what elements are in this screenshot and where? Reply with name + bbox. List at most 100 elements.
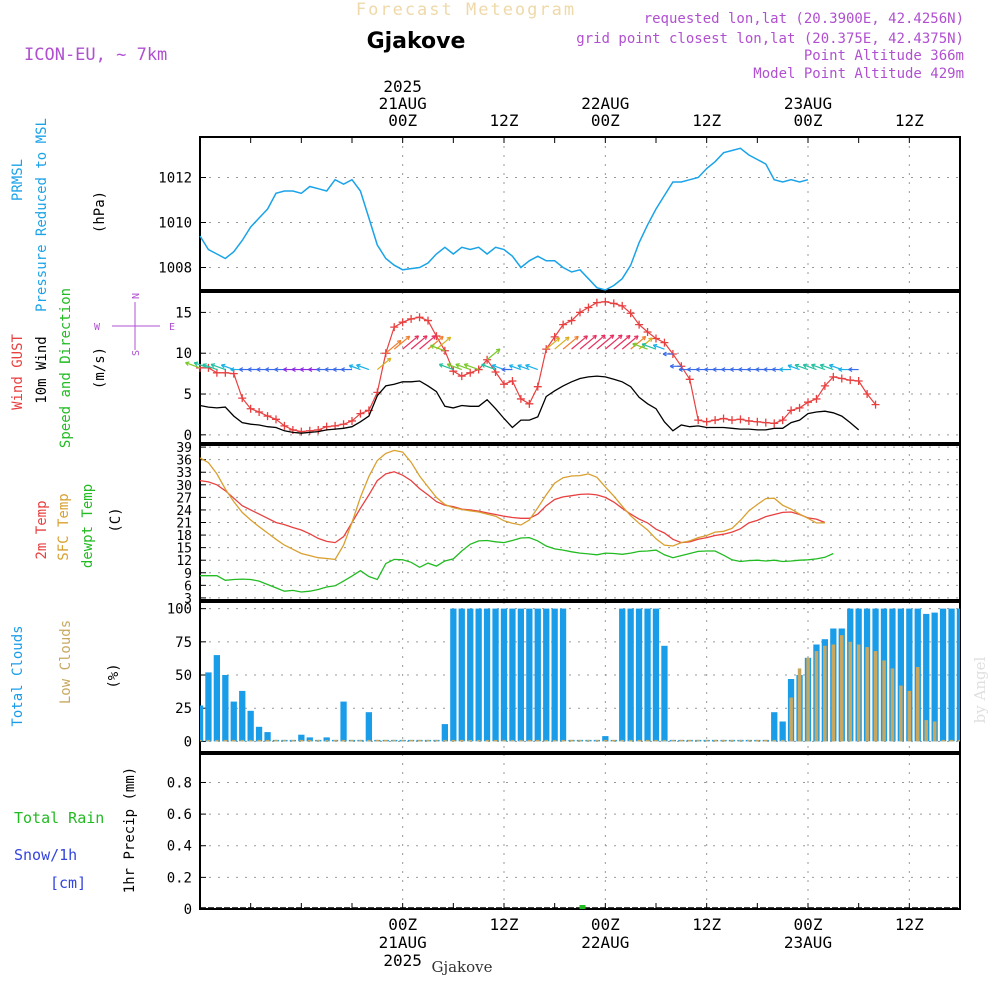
wind-gust-label: Wind GUST	[10, 334, 26, 410]
gust-marker	[703, 418, 711, 426]
precip-frame	[200, 754, 960, 909]
low-cloud-bar	[426, 740, 430, 742]
gust-marker	[762, 419, 770, 427]
total-cloud-bar	[957, 609, 960, 742]
temp-labels: 2m Temp SFC Temp dewpt Temp (C)	[34, 484, 124, 568]
low-cloud-bar	[393, 740, 397, 742]
gust-marker	[500, 380, 508, 388]
low-cloud-bar	[756, 740, 760, 742]
wind-dir-label: Speed and Direction	[58, 288, 74, 448]
footer-location: Gjakove	[431, 958, 492, 976]
low-cloud-bar	[849, 642, 853, 742]
model-label: ICON-EU, ~ 7km	[24, 45, 167, 65]
total-cloud-bar	[518, 609, 524, 742]
bottom-time-label: 00Z	[591, 915, 620, 934]
wind-labels: Wind GUST 10m Wind Speed and Direction (…	[10, 288, 108, 448]
low-cloud-bar	[561, 740, 565, 742]
pressure-ytick-label: 1012	[158, 171, 192, 187]
gust-marker	[796, 404, 804, 412]
low-cloud-bar	[840, 635, 844, 741]
low-cloud-bar	[257, 740, 261, 742]
precip-ytick-label: 0.6	[167, 807, 192, 823]
gust-marker	[770, 419, 778, 427]
gust-marker	[694, 416, 702, 424]
low-cloud-bar	[477, 740, 481, 742]
low-cloud-bar	[435, 740, 439, 742]
low-cloud-bar	[908, 691, 912, 741]
cloud-labels: Total Clouds Low Clouds (%)	[10, 620, 122, 727]
clouds-frame	[200, 602, 960, 752]
low-cloud-bar	[502, 740, 506, 742]
total-cloud-bar	[450, 609, 456, 742]
total-cloud-bar	[560, 609, 566, 742]
low-cloud-bar	[359, 740, 363, 742]
low-clouds-label: Low Clouds	[58, 620, 74, 704]
low-cloud-bar	[604, 740, 608, 742]
low-cloud-bar	[747, 740, 751, 742]
total-cloud-bar	[526, 609, 532, 742]
low-cloud-bar	[460, 740, 464, 742]
snow-label: Snow/1h	[14, 846, 77, 864]
low-cloud-bar	[798, 668, 802, 741]
low-cloud-bar	[300, 740, 304, 742]
low-cloud-bar	[494, 740, 498, 742]
gust-marker	[213, 369, 221, 377]
gust-marker	[855, 377, 863, 385]
wind-arrow	[394, 336, 409, 349]
clouds-ytick-label: 50	[175, 668, 192, 684]
total-cloud-bar	[222, 675, 228, 741]
low-cloud-bar	[249, 740, 253, 742]
low-cloud-bar	[705, 740, 709, 742]
low-cloud-bar	[266, 740, 270, 742]
pressure-label-1: PRMSL	[10, 159, 26, 201]
wind-ytick-label: 5	[184, 387, 192, 403]
total-cloud-bar	[467, 609, 473, 742]
total-cloud-bar	[200, 706, 203, 742]
low-cloud-bar	[941, 740, 945, 742]
low-cloud-bar	[629, 740, 633, 742]
wind-arrow	[614, 336, 630, 350]
low-cloud-bar	[874, 651, 878, 741]
temp-unit: (C)	[108, 507, 124, 532]
low-cloud-bar	[511, 740, 515, 742]
gust-marker	[221, 369, 229, 377]
total-cloud-bar	[231, 702, 237, 742]
temp-ytick-label: 39	[176, 441, 192, 456]
low-cloud-bar	[764, 740, 768, 742]
gust-marker	[753, 418, 761, 426]
temp-sfc-line	[200, 450, 825, 559]
low-cloud-bar	[452, 740, 456, 742]
low-cloud-bar	[570, 740, 574, 742]
clouds-ytick-label: 100	[167, 602, 192, 618]
low-cloud-bar	[815, 651, 819, 741]
gust-marker	[525, 400, 533, 408]
low-cloud-bar	[333, 740, 337, 742]
low-cloud-bar	[882, 660, 886, 741]
bottom-time-label: 00Z	[794, 915, 823, 934]
low-cloud-bar	[688, 740, 692, 742]
wind-unit: (m/s)	[92, 347, 108, 389]
precip-ytick-label: 0.8	[167, 775, 192, 791]
compass-n: N	[131, 293, 142, 299]
wind-arrow	[403, 336, 419, 349]
point-altitude: Point Altitude 366m	[804, 48, 964, 64]
rain-bar	[580, 905, 586, 909]
low-cloud-bar	[891, 668, 895, 741]
low-cloud-bar	[283, 740, 287, 742]
gust-marker	[508, 377, 516, 385]
temp-dewpt-label: dewpt Temp	[80, 484, 96, 568]
compass-w: W	[94, 322, 101, 333]
total-cloud-bar	[366, 712, 372, 741]
low-cloud-bar	[350, 740, 354, 742]
total-cloud-bar	[940, 609, 946, 742]
requested-coords: requested lon,lat (20.3900E, 42.4256N)	[644, 11, 964, 27]
wind-ytick-label: 10	[175, 346, 192, 362]
gust-marker	[264, 412, 272, 420]
total-cloud-bar	[248, 711, 254, 742]
pressure-ytick-label: 1010	[158, 216, 192, 232]
clouds-ytick-label: 25	[175, 701, 192, 717]
watermark: by Angel	[971, 656, 989, 723]
